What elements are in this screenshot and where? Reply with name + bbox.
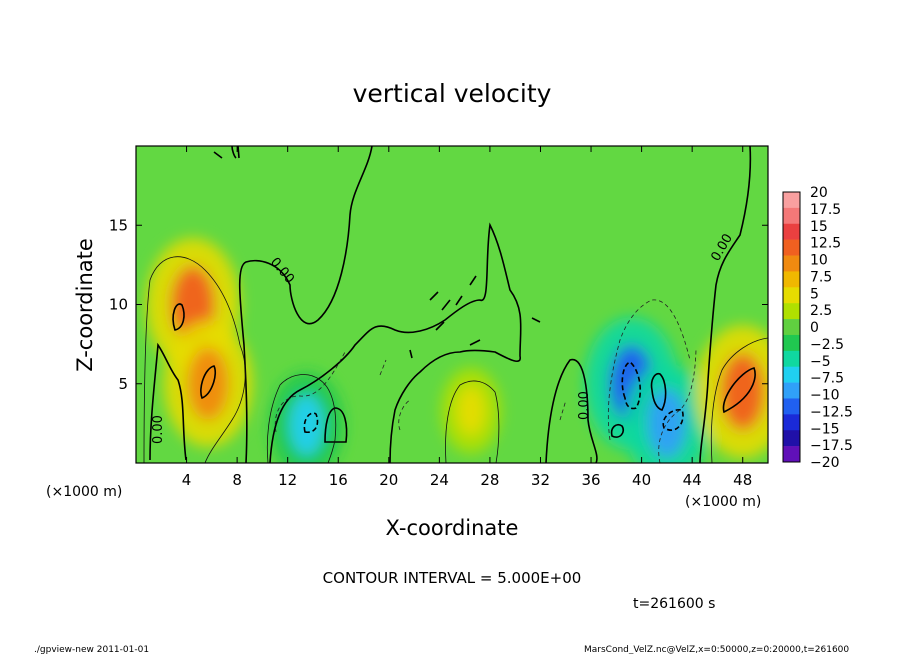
colorbar-swatch [783,398,800,415]
x-tick-label: 24 [430,471,449,489]
zero-contour [269,222,522,463]
x-tick-label: 40 [632,471,651,489]
zero-contour [699,146,752,463]
colorbar-swatch [783,350,800,368]
colorbar-label: 10 [810,253,828,269]
colorbar-label: −17.5 [810,438,853,454]
negative-contour [379,359,567,431]
colorbar-swatch [783,382,800,399]
contour-label: 0.00 [151,415,166,444]
colorbar-swatch [783,303,800,320]
contour-line [710,337,768,463]
x-tick-label: 32 [531,471,550,489]
colorbar-swatch [783,192,800,209]
colorbar-swatch [783,255,800,272]
colorbar: 2017.51512.5107.552.50−2.5−5−7.5−10−12.5… [782,185,853,471]
colorbar-label: 12.5 [810,236,841,252]
colorbar-label: −10 [810,388,840,404]
x-tick-label: 12 [278,471,297,489]
zero-contour [409,275,541,359]
colorbar-label: 5 [810,286,819,302]
x-unit-label-right: (×1000 m) [685,494,761,510]
colorbar-swatch [783,334,800,352]
colorbar-label: −2.5 [810,337,844,353]
chart-title: vertical velocity [353,79,552,108]
contour-line [445,380,500,463]
velocity-core [289,394,325,456]
zero-contour [545,359,598,463]
contour-interval: CONTOUR INTERVAL = 5.000E+00 [323,569,582,587]
x-tick-label: 28 [480,471,499,489]
negative-contour [274,351,346,433]
max-contour [200,365,217,400]
colorbar-label: 2.5 [810,303,832,319]
y-tick-label: 10 [109,296,128,314]
contour-line [266,374,337,463]
y-axis-title: Z-coordinate [73,238,97,372]
x-tick-label: 16 [329,471,348,489]
plot-area [136,146,768,463]
x-tick-label: 44 [683,471,702,489]
max-contour [722,367,756,414]
min-contour [662,408,684,431]
min-contour [303,412,319,434]
negative-contour [607,299,691,441]
colorbar-swatch [783,287,800,304]
footer-right: MarsCond_VelZ.nc@VelZ,x=0:50000,z=0:2000… [584,645,849,654]
time-label: t=261600 s [633,596,715,612]
velocity-core [456,385,485,436]
x-tick-label: 36 [581,471,600,489]
colorbar-label: 17.5 [810,202,841,218]
colorbar-label: −12.5 [810,404,853,420]
x-tick-label: 48 [733,471,752,489]
contour-label: 0.00 [577,391,592,420]
zero-contour [610,423,625,438]
colorbar-label: 20 [810,185,828,201]
zero-contour [324,407,348,443]
colorbar-swatch [783,239,800,256]
colorbar-swatch [783,430,800,447]
colorbar-swatch [783,207,800,225]
x-tick-label: 20 [379,471,398,489]
velocity-core [720,353,765,431]
y-axis: 5 10 15 [109,216,768,393]
colorbar-label: 7.5 [810,269,832,285]
colorbar-label: −20 [810,455,840,471]
y-tick-label: 5 [118,375,128,393]
colorbar-swatch [783,271,800,288]
colorbar-label: 15 [810,219,828,235]
colorbar-swatch [783,414,800,431]
colorbar-label: −7.5 [810,371,844,387]
colorbar-swatch [783,223,800,240]
negative-contour [658,349,697,463]
colorbar-swatch [783,366,800,383]
colorbar-frame [782,191,801,463]
colorbar-label: −15 [810,421,840,437]
zero-contour [213,146,240,159]
zero-contour [238,146,373,463]
x-tick-label: 4 [182,471,192,489]
x-axis-title: X-coordinate [386,516,519,540]
colorbar-swatch [783,446,800,463]
x-axis: 4 8 12 16 20 24 28 32 36 40 44 48 [182,146,752,489]
contour-line [143,256,246,463]
colorbar-swatch [783,319,800,336]
max-contour [172,303,185,331]
zero-contour [650,372,667,411]
x-unit-label: (×1000 m) [46,484,122,500]
y-tick-label: 15 [109,216,128,234]
colorbar-label: −5 [810,354,831,370]
velocity-core [187,347,229,421]
zero-contour [149,342,187,461]
footer-left: ./gpview-new 2011-01-01 [34,645,149,654]
x-tick-label: 8 [232,471,242,489]
colorbar-label: 0 [810,320,819,336]
